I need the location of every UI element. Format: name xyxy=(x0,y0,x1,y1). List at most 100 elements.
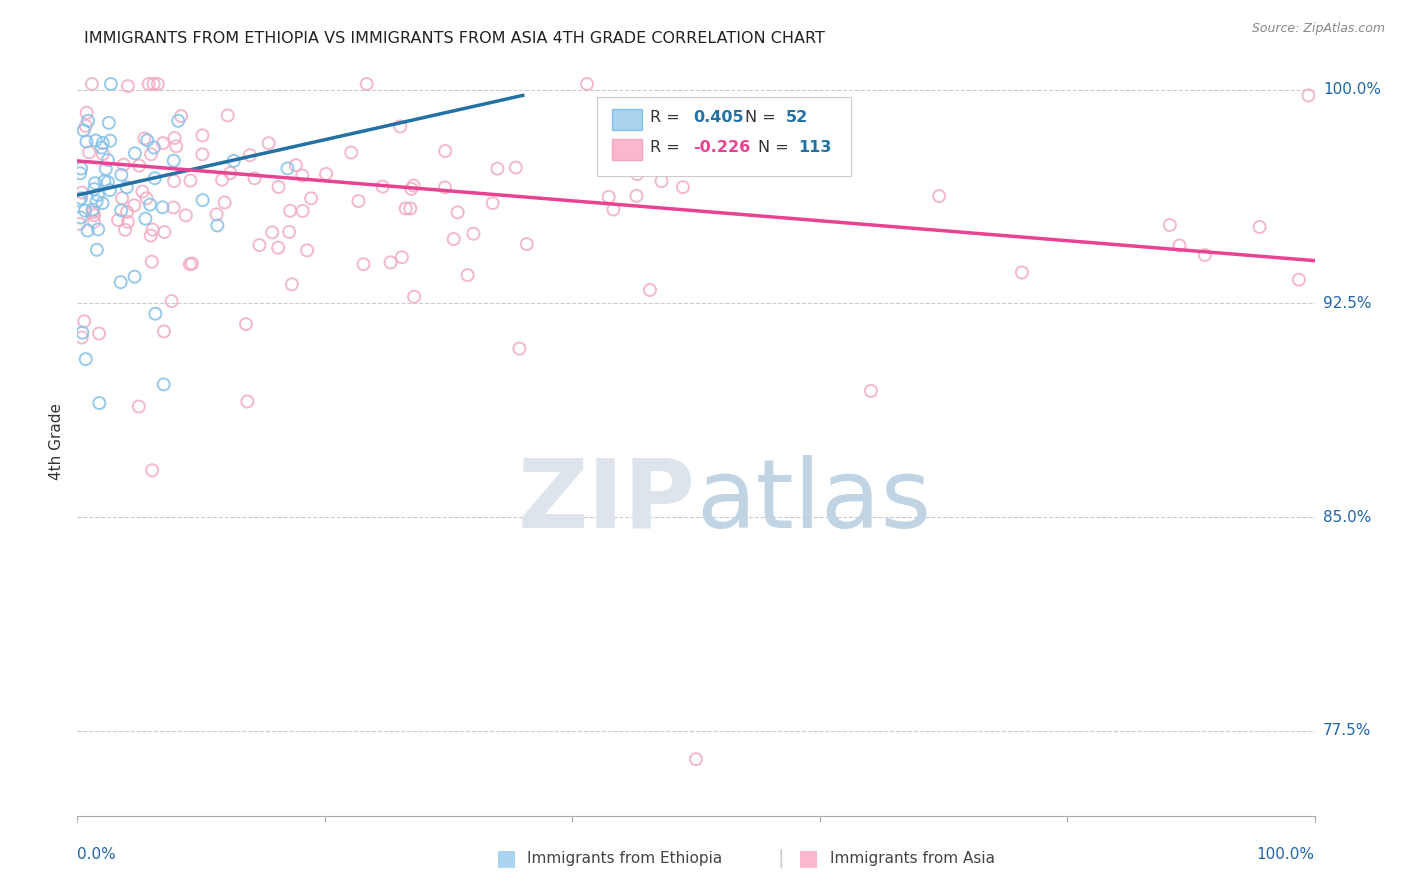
Point xyxy=(651,174,673,188)
Point xyxy=(73,314,96,328)
Point xyxy=(1159,218,1181,232)
Point xyxy=(446,205,468,219)
Point xyxy=(83,208,105,222)
Point xyxy=(638,283,661,297)
Point xyxy=(70,161,93,176)
Point xyxy=(276,161,298,176)
Point xyxy=(486,161,509,176)
Text: -0.226: -0.226 xyxy=(693,139,751,154)
Text: 0.0%: 0.0% xyxy=(77,847,117,862)
Point xyxy=(402,178,425,193)
Point xyxy=(443,232,465,246)
Point xyxy=(222,153,245,168)
Text: atlas: atlas xyxy=(696,455,931,548)
Point xyxy=(86,243,108,257)
Point xyxy=(91,147,114,161)
Point xyxy=(112,158,135,172)
Point xyxy=(235,317,257,331)
Point xyxy=(207,219,229,233)
Point xyxy=(87,188,110,202)
Text: ■: ■ xyxy=(799,848,818,868)
Point xyxy=(110,275,132,289)
Point xyxy=(389,120,412,134)
Point xyxy=(1194,248,1216,262)
Text: ■: ■ xyxy=(496,848,516,868)
Text: 100.0%: 100.0% xyxy=(1257,847,1315,862)
Point xyxy=(90,140,112,154)
Point xyxy=(291,203,314,218)
Point xyxy=(463,227,485,241)
Point xyxy=(69,166,91,180)
Point xyxy=(626,189,648,203)
Point xyxy=(170,109,193,123)
Point xyxy=(98,183,121,197)
Point xyxy=(505,161,527,175)
Point xyxy=(76,105,98,120)
Point xyxy=(457,268,479,282)
Point xyxy=(399,202,422,216)
Point xyxy=(98,134,121,148)
Point xyxy=(214,195,236,210)
Point xyxy=(191,147,214,161)
Point xyxy=(634,148,657,162)
Point xyxy=(371,179,394,194)
Point xyxy=(211,173,233,187)
Text: IMMIGRANTS FROM ETHIOPIA VS IMMIGRANTS FROM ASIA 4TH GRADE CORRELATION CHART: IMMIGRANTS FROM ETHIOPIA VS IMMIGRANTS F… xyxy=(84,31,825,46)
Point xyxy=(86,194,108,209)
Point xyxy=(142,222,165,236)
Point xyxy=(124,146,146,161)
Point xyxy=(205,207,228,221)
Point xyxy=(284,158,307,172)
Point xyxy=(219,166,242,180)
Point xyxy=(70,186,93,200)
Point xyxy=(516,237,538,252)
Point xyxy=(859,384,882,398)
Point xyxy=(75,352,97,367)
Point xyxy=(110,203,132,218)
Point xyxy=(1168,238,1191,252)
Point xyxy=(136,133,159,147)
Point xyxy=(87,222,110,236)
Point xyxy=(122,198,145,212)
Point xyxy=(77,113,100,128)
Y-axis label: 4th Grade: 4th Grade xyxy=(49,403,65,480)
Point xyxy=(87,326,110,341)
Point xyxy=(153,325,176,339)
Text: |: | xyxy=(778,848,783,868)
Text: R =: R = xyxy=(650,110,685,125)
FancyBboxPatch shape xyxy=(612,109,641,130)
Point xyxy=(128,159,150,173)
Point xyxy=(75,119,97,133)
Point xyxy=(160,294,183,309)
Point xyxy=(152,136,174,150)
Point xyxy=(131,185,153,199)
Point xyxy=(391,250,413,264)
Point xyxy=(77,145,100,160)
Point xyxy=(111,191,134,205)
Point xyxy=(434,144,457,158)
Text: N =: N = xyxy=(745,110,782,125)
Point xyxy=(163,174,186,188)
Point xyxy=(181,256,204,270)
Point xyxy=(163,153,186,168)
Point xyxy=(97,116,120,130)
Point xyxy=(404,290,426,304)
Point xyxy=(100,77,122,91)
Point xyxy=(97,175,120,189)
Point xyxy=(146,77,169,91)
Text: 85.0%: 85.0% xyxy=(1323,509,1371,524)
Point xyxy=(217,108,239,122)
Point xyxy=(67,194,90,208)
Point xyxy=(134,131,156,145)
Point xyxy=(152,200,174,214)
Text: 92.5%: 92.5% xyxy=(1323,296,1371,311)
Point xyxy=(163,131,186,145)
Point xyxy=(139,228,162,243)
Point xyxy=(139,147,162,161)
Point xyxy=(115,180,138,194)
Point xyxy=(191,128,214,143)
Point xyxy=(73,203,96,218)
Point xyxy=(84,133,107,147)
Point xyxy=(602,202,624,217)
Point xyxy=(249,238,271,252)
